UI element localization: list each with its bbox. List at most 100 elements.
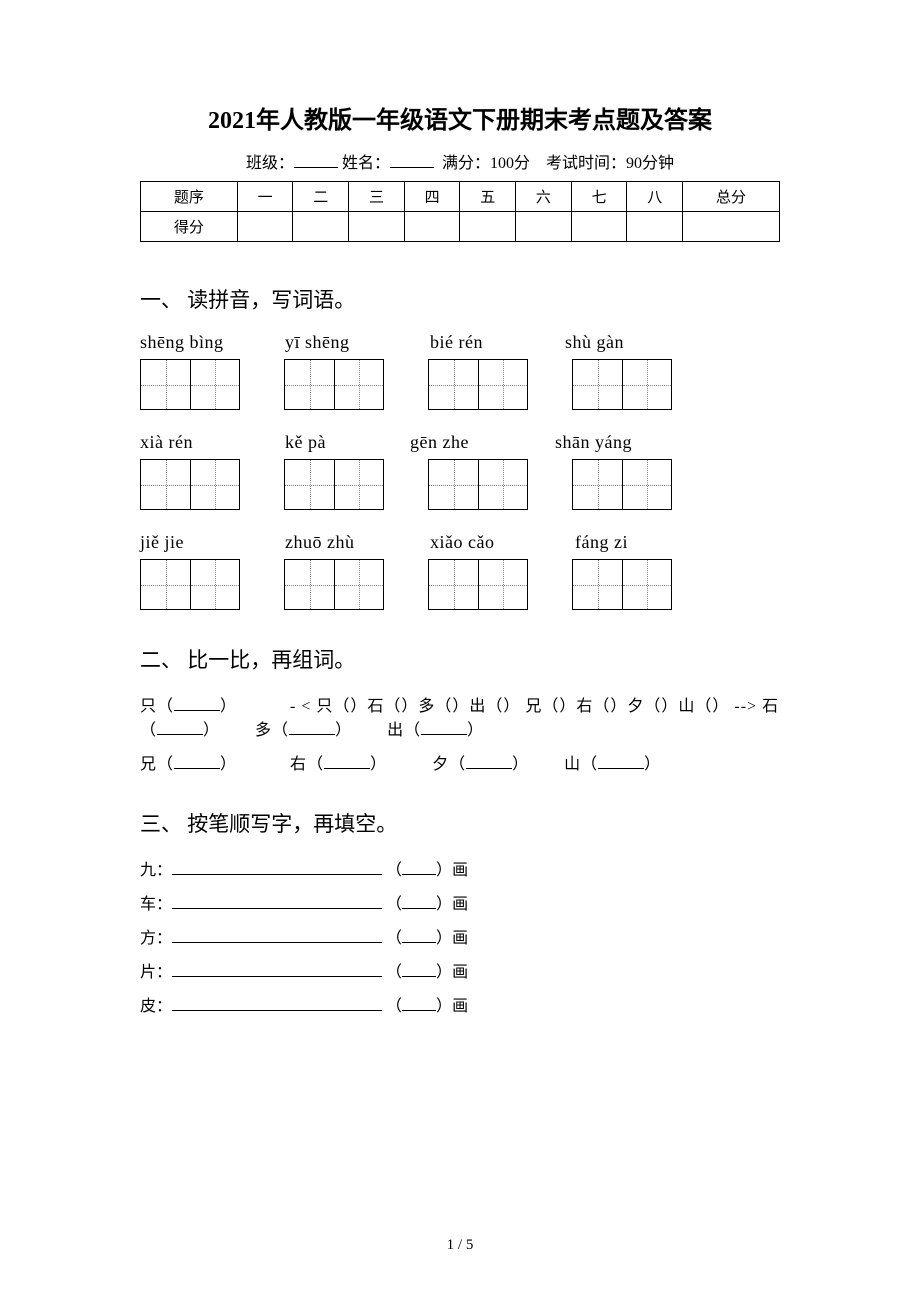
pinyin-row: jiě jie zhuō zhù xiǎo cǎo fáng zi <box>140 532 780 553</box>
header-cell: 五 <box>460 182 516 212</box>
table-row: 题序 一 二 三 四 五 六 七 八 总分 <box>141 182 780 212</box>
tianzi-box[interactable] <box>284 559 384 610</box>
header-cell: 题序 <box>141 182 238 212</box>
name-label: 姓名： <box>342 155 390 172</box>
class-label: 班级： <box>246 155 294 172</box>
score-cell[interactable] <box>571 212 627 242</box>
score-cell[interactable] <box>237 212 293 242</box>
section-title: 比一比，再组词。 <box>187 648 355 672</box>
tianzi-box[interactable] <box>140 559 240 610</box>
char: 右 <box>290 756 307 773</box>
score-label-cell: 得分 <box>141 212 238 242</box>
char: 只 <box>140 698 157 715</box>
stroke-line: 皮： （）画 <box>140 992 780 1016</box>
stroke-suffix: 画 <box>452 930 468 947</box>
pinyin-item: zhuō zhù <box>285 532 425 553</box>
pinyin-item: shān yáng <box>555 432 632 453</box>
char: 出 <box>387 722 404 739</box>
header-cell: 总分 <box>683 182 780 212</box>
header-cell: 四 <box>404 182 460 212</box>
stroke-line: 片： （）画 <box>140 958 780 982</box>
tianzi-row <box>140 459 780 510</box>
stroke-order-blank[interactable] <box>172 897 382 909</box>
stroke-order-blank[interactable] <box>172 999 382 1011</box>
compare-line: 兄（） 右（） 夕（） 山（） <box>140 750 780 774</box>
stroke-count-blank[interactable] <box>402 863 436 875</box>
exam-info-line: 班级： 姓名： 满分：100分 考试时间：90分钟 <box>140 149 780 173</box>
header-cell: 二 <box>293 182 349 212</box>
table-row: 得分 <box>141 212 780 242</box>
class-blank[interactable] <box>294 154 338 168</box>
score-table: 题序 一 二 三 四 五 六 七 八 总分 得分 <box>140 181 780 242</box>
score-cell[interactable] <box>293 212 349 242</box>
section-1-heading: 一、 读拼音，写词语。 <box>140 284 780 314</box>
answer-blank[interactable] <box>324 757 370 769</box>
pinyin-item: gēn zhe <box>410 432 550 453</box>
answer-blank[interactable] <box>157 723 203 735</box>
pinyin-item: xià rén <box>140 432 280 453</box>
pinyin-item: yī shēng <box>285 332 425 353</box>
char: 夕 <box>432 756 449 773</box>
tianzi-box[interactable] <box>284 359 384 410</box>
stroke-count-blank[interactable] <box>402 897 436 909</box>
tianzi-box[interactable] <box>140 359 240 410</box>
section-title: 按笔顺写字，再填空。 <box>187 812 397 836</box>
stroke-suffix: 画 <box>452 964 468 981</box>
stroke-count-blank[interactable] <box>402 999 436 1011</box>
char: 山 <box>564 756 581 773</box>
full-score-label: 满分：100分 <box>442 155 530 172</box>
page-number: 1 / 5 <box>0 1237 920 1254</box>
stroke-count-blank[interactable] <box>402 965 436 977</box>
stroke-suffix: 画 <box>452 998 468 1015</box>
tianzi-box[interactable] <box>428 559 528 610</box>
answer-blank[interactable] <box>421 723 467 735</box>
score-cell[interactable] <box>460 212 516 242</box>
header-cell: 七 <box>571 182 627 212</box>
stroke-order-blank[interactable] <box>172 931 382 943</box>
score-cell[interactable] <box>349 212 405 242</box>
score-cell[interactable] <box>627 212 683 242</box>
stroke-line: 方： （）画 <box>140 924 780 948</box>
header-cell: 三 <box>349 182 405 212</box>
pinyin-item: bié rén <box>430 332 560 353</box>
name-blank[interactable] <box>390 154 434 168</box>
section-3-heading: 三、 按笔顺写字，再填空。 <box>140 808 780 838</box>
tianzi-box[interactable] <box>572 459 672 510</box>
stroke-char: 皮 <box>140 998 156 1015</box>
tianzi-row <box>140 359 780 410</box>
answer-blank[interactable] <box>174 699 220 711</box>
answer-blank[interactable] <box>466 757 512 769</box>
stroke-char: 片 <box>140 964 156 981</box>
tianzi-box[interactable] <box>140 459 240 510</box>
pinyin-item: kě pà <box>285 432 405 453</box>
stroke-order-blank[interactable] <box>172 965 382 977</box>
tianzi-box[interactable] <box>428 459 528 510</box>
pinyin-item: shù gàn <box>565 332 624 353</box>
tianzi-box[interactable] <box>572 359 672 410</box>
stroke-char: 车 <box>140 896 156 913</box>
pinyin-item: fáng zi <box>575 532 628 553</box>
header-cell: 八 <box>627 182 683 212</box>
document-title: 2021年人教版一年级语文下册期末考点题及答案 <box>140 100 780 135</box>
pinyin-row: shēng bìng yī shēng bié rén shù gàn <box>140 332 780 353</box>
score-cell[interactable] <box>516 212 572 242</box>
tianzi-box[interactable] <box>284 459 384 510</box>
answer-blank[interactable] <box>289 723 335 735</box>
score-cell[interactable] <box>404 212 460 242</box>
section-number: 二、 <box>140 648 182 672</box>
stroke-line: 九： （）画 <box>140 856 780 880</box>
section-number: 三、 <box>140 812 182 836</box>
stroke-count-blank[interactable] <box>402 931 436 943</box>
stroke-order-blank[interactable] <box>172 863 382 875</box>
tianzi-box[interactable] <box>428 359 528 410</box>
pinyin-row: xià rén kě pà gēn zhe shān yáng <box>140 432 780 453</box>
answer-blank[interactable] <box>598 757 644 769</box>
answer-blank[interactable] <box>174 757 220 769</box>
tianzi-box[interactable] <box>572 559 672 610</box>
score-cell[interactable] <box>683 212 780 242</box>
stroke-suffix: 画 <box>452 896 468 913</box>
char: 石 <box>762 698 779 715</box>
stroke-line: 车： （）画 <box>140 890 780 914</box>
section-2-heading: 二、 比一比，再组词。 <box>140 644 780 674</box>
pinyin-item: xiǎo cǎo <box>430 532 570 553</box>
